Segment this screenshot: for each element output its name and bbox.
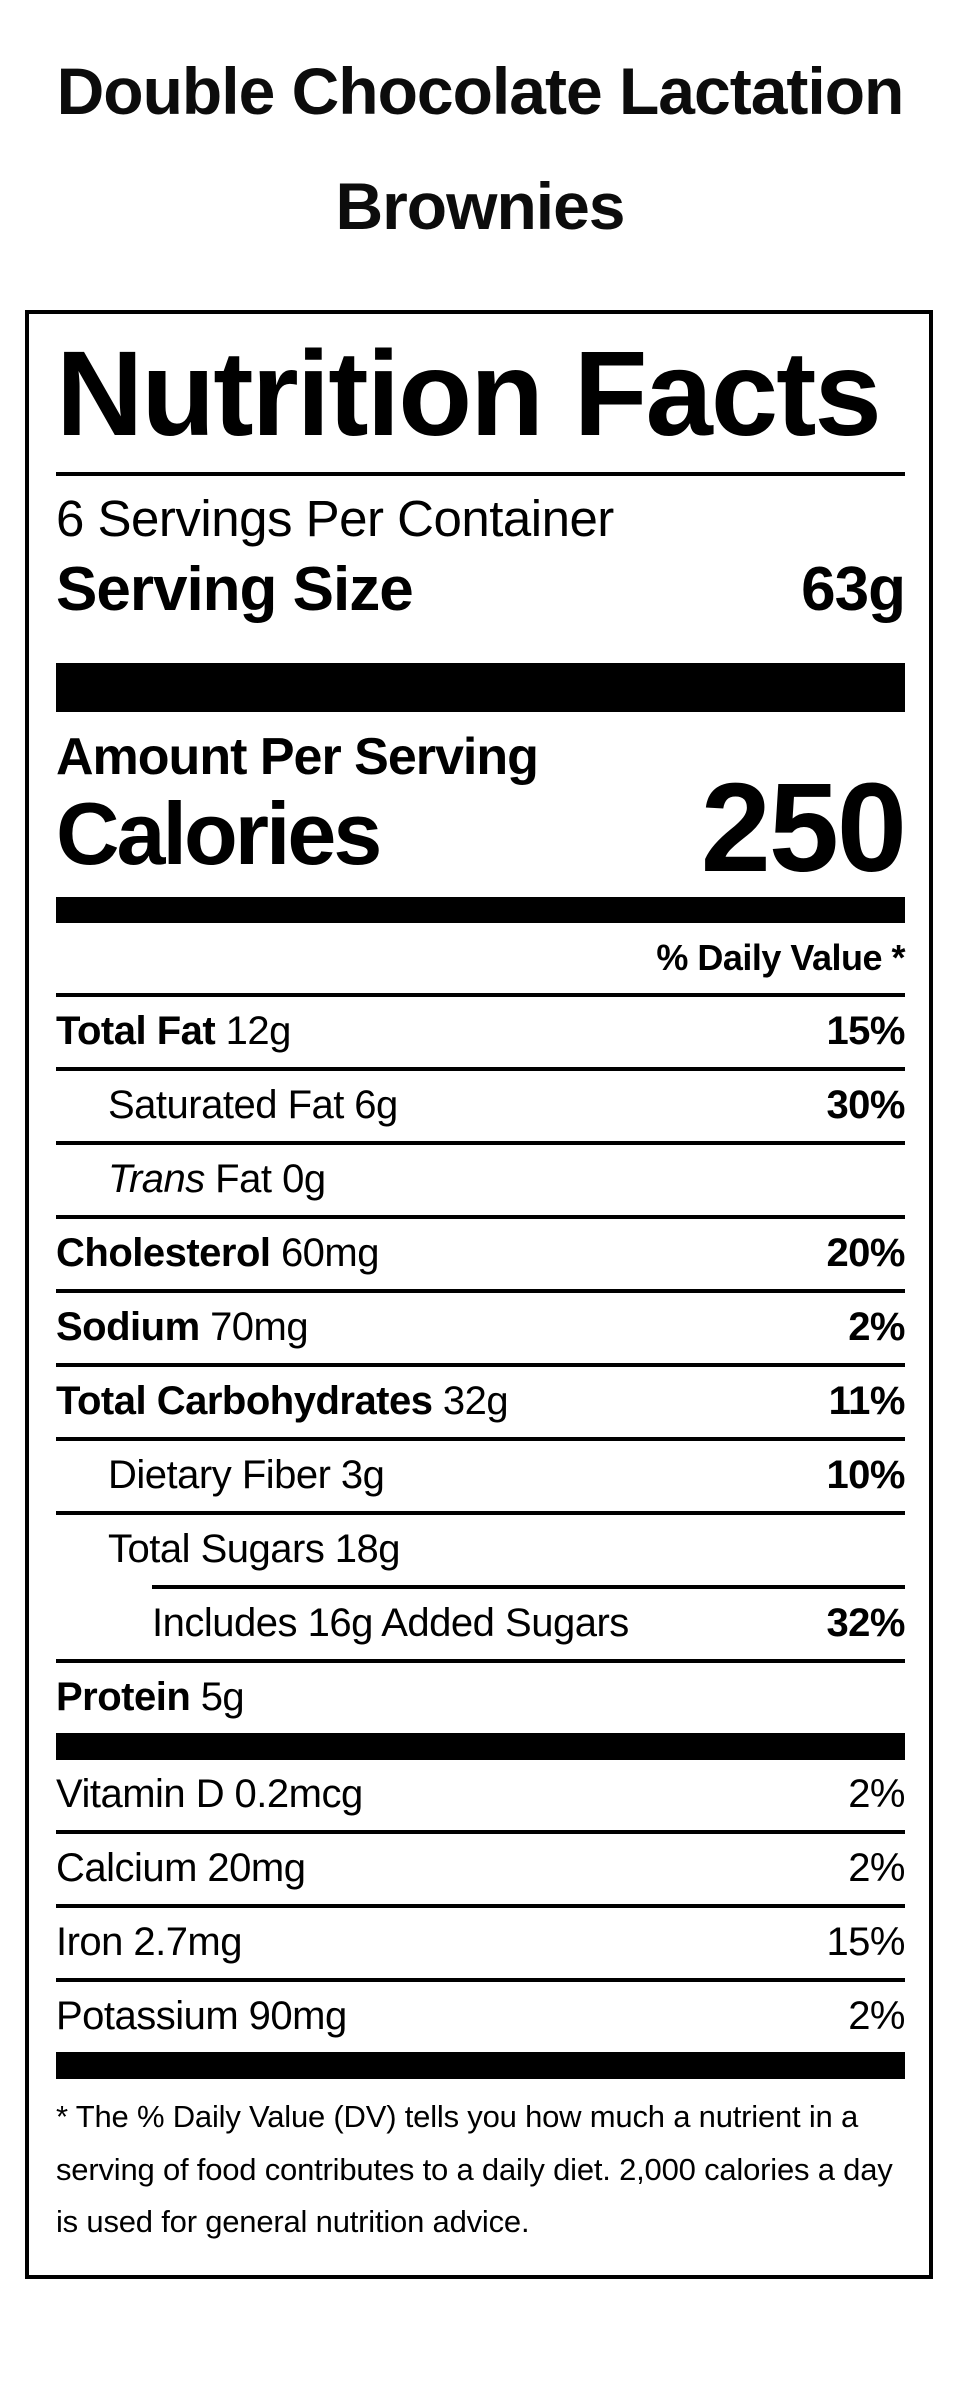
micronutrient-amount: 20mg [207,1846,306,1891]
nutrient-row-added-sugars: Includes 16g Added Sugars 32% [56,1584,905,1659]
micronutrient-daily-value: 15% [826,1920,905,1965]
nutrient-amount: 18g [334,1527,401,1572]
micronutrient-top-divider-bar [56,1732,905,1760]
daily-value-header: % Daily Value * [656,936,905,978]
amount-per-serving-label: Amount Per Serving [56,728,539,787]
nutrient-row-total-fat: Total Fat 12g 15% [56,992,905,1067]
nutrient-rows: Total Fat 12g 15% Saturated Fat 6g 30% Tra… [56,992,906,1733]
nutrient-daily-value: 30% [826,1083,905,1128]
nutrient-amount: 5g [200,1675,245,1720]
nutrient-row-saturated-fat: Saturated Fat 6g 30% [56,1066,905,1141]
nutrient-amount: 60mg [280,1231,380,1276]
nutrient-daily-value: 15% [826,1009,905,1054]
micronutrient-rows: Vitamin D 0.2mcg 2% Calcium 20mg 2% Iron 2.… [56,1760,905,2052]
micronutrient-name: Iron [56,1920,123,1965]
nutrient-amount: 70mg [210,1305,309,1350]
nutrient-name: Sodium [56,1305,200,1350]
calories-label: Calories [56,784,382,884]
serving-size-row: Serving Size 63g [56,553,906,627]
micronutrient-daily-value: 2% [848,1994,905,2039]
nutrient-amount: 12g [225,1009,292,1054]
footnote-divider-bar [56,2051,905,2079]
medium-divider-bar [56,896,905,923]
daily-value-footnote: * The % Daily Value (DV) tells you how m… [56,2098,893,2240]
nutrient-name: Total Carbohydrates [56,1379,433,1424]
nutrient-amount: 6g [354,1083,398,1128]
nutrient-name: Saturated Fat [108,1083,344,1128]
nutrient-name: Protein [56,1675,191,1720]
micronutrient-amount: 0.2mcg [234,1772,364,1817]
serving-size-value: 63g [801,554,906,624]
nutrient-row-cholesterol: Cholesterol 60mg 20% [56,1214,905,1289]
micronutrient-name: Calcium [56,1846,197,1891]
calories-section: Amount Per Serving Calories 250 [56,726,907,898]
nutrient-name: Cholesterol [56,1231,271,1276]
nutrient-daily-value: 20% [826,1231,905,1276]
nutrient-row-total-sugars: Total Sugars 18g [56,1510,905,1585]
micronutrient-daily-value: 2% [848,1772,905,1817]
nutrient-daily-value: 32% [826,1601,905,1646]
nutrient-daily-value: 10% [826,1453,905,1498]
recipe-title-line1: Double Chocolate Lactation [56,54,905,128]
micronutrient-name: Vitamin D [56,1772,225,1817]
thick-divider-bar [56,663,905,713]
nutrient-name: Total Fat [56,1009,216,1054]
nutrient-amount: 3g [340,1453,385,1498]
nutrient-name: Trans [108,1157,205,1202]
nutrient-name: Total Sugars [108,1527,325,1572]
calories-left: Amount Per Serving Calories [56,726,539,884]
nutrient-daily-value: 2% [848,1305,905,1350]
micronutrient-daily-value: 2% [848,1846,905,1891]
micronutrient-amount: 2.7mg [133,1920,242,1965]
serving-size-label: Serving Size [56,554,414,624]
micronutrient-row-vitamin-d: Vitamin D 0.2mcg 2% [56,1760,905,1830]
nutrient-name: Includes 16g Added Sugars [152,1601,629,1646]
nutrient-row-total-carbohydrates: Total Carbohydrates 32g 11% [56,1362,906,1437]
nutrient-amount: 32g [442,1379,509,1424]
micronutrient-amount: 90mg [248,1994,348,2039]
micronutrient-name: Potassium [56,1994,239,2039]
heading-rule [56,471,905,476]
micronutrient-row-calcium: Calcium 20mg 2% [56,1829,905,1904]
nutrient-row-dietary-fiber: Dietary Fiber 3g 10% [56,1436,905,1511]
nutrient-row-protein: Protein 5g [56,1658,905,1733]
nutrient-daily-value: 11% [828,1379,906,1424]
nutrition-facts-heading: Nutrition Facts [56,325,882,461]
nutrient-name: Dietary Fiber [108,1453,331,1498]
micronutrient-row-iron: Iron 2.7mg 15% [56,1903,905,1978]
micronutrient-row-potassium: Potassium 90mg 2% [56,1977,905,2052]
nutrient-row-sodium: Sodium 70mg 2% [56,1288,905,1363]
servings-per-container: 6 Servings Per Container [56,489,614,547]
recipe-title-line2: Brownies [335,169,625,243]
nutrition-label: Nutrition Facts 6 Servings Per Container… [25,310,933,2279]
recipe-title: Double Chocolate Lactation Brownies [0,0,960,264]
calories-value: 250 [700,756,907,898]
nutrient-row-trans-fat: Trans Fat 0g [56,1140,905,1215]
nutrient-amount: Fat 0g [215,1157,326,1202]
